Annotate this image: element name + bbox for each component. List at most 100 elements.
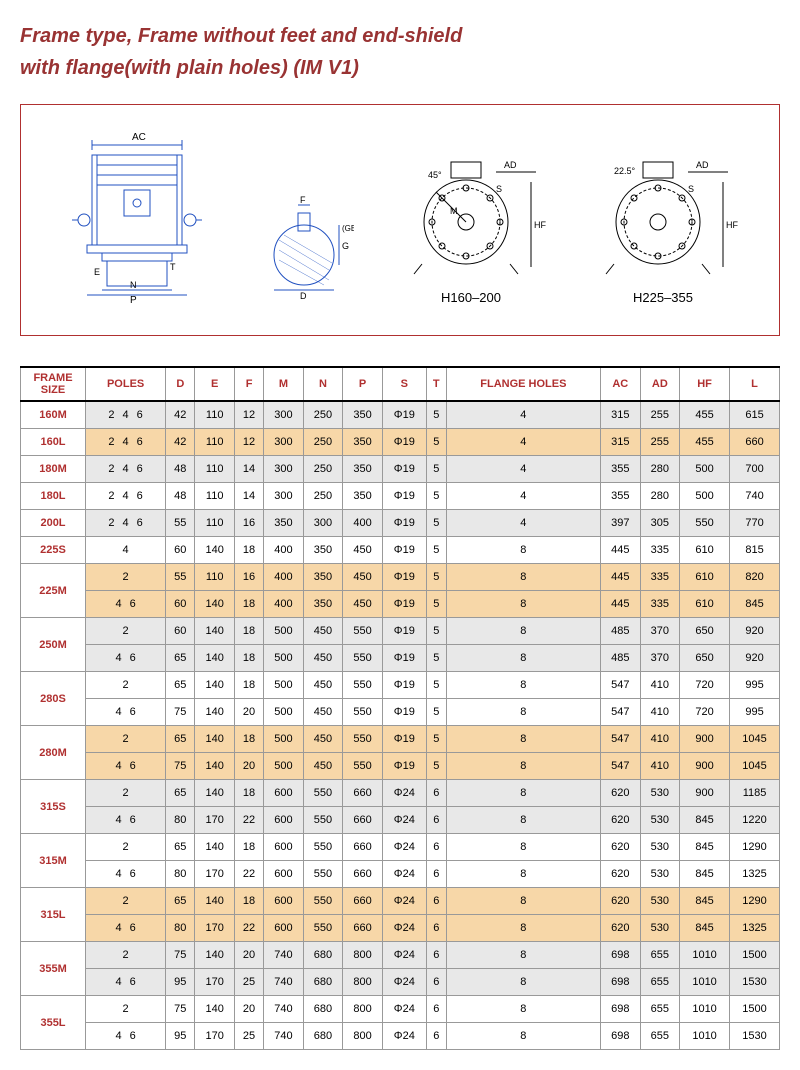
- data-cell: Φ24: [382, 807, 426, 834]
- data-cell: Φ19: [382, 401, 426, 429]
- data-cell: 25: [234, 969, 263, 996]
- data-cell: 315: [601, 401, 641, 429]
- data-cell: Φ19: [382, 753, 426, 780]
- data-cell: 550: [303, 861, 343, 888]
- data-cell: 18: [234, 618, 263, 645]
- data-cell: 140: [195, 726, 235, 753]
- frame-size-cell: 315S: [21, 780, 86, 834]
- data-cell: 8: [446, 618, 600, 645]
- frame-size-cell: 225M: [21, 564, 86, 618]
- data-cell: 610: [680, 537, 730, 564]
- data-cell: 46: [86, 753, 166, 780]
- data-cell: 410: [640, 753, 680, 780]
- data-cell: 250: [303, 401, 343, 429]
- table-row: 225M25511016400350450Φ1958445335610820: [21, 564, 780, 591]
- data-cell: 530: [640, 807, 680, 834]
- data-cell: 450: [343, 564, 383, 591]
- data-cell: 820: [730, 564, 780, 591]
- flange1-label: H160–200: [396, 290, 546, 305]
- col-header: T: [426, 367, 446, 401]
- data-cell: 5: [426, 429, 446, 456]
- data-cell: 845: [680, 888, 730, 915]
- data-cell: 680: [303, 996, 343, 1023]
- data-cell: 8: [446, 915, 600, 942]
- data-cell: 600: [264, 861, 304, 888]
- data-cell: 140: [195, 672, 235, 699]
- data-cell: 46: [86, 699, 166, 726]
- data-cell: 8: [446, 942, 600, 969]
- data-cell: 845: [680, 807, 730, 834]
- data-cell: 46: [86, 915, 166, 942]
- data-cell: 6: [426, 888, 446, 915]
- table-body: 160M2464211012300250350Φ1954315255455615…: [21, 401, 780, 1050]
- data-cell: 445: [601, 564, 641, 591]
- data-cell: 397: [601, 510, 641, 537]
- data-cell: Φ24: [382, 861, 426, 888]
- data-cell: 5: [426, 753, 446, 780]
- data-cell: 8: [446, 645, 600, 672]
- data-cell: 2: [86, 564, 166, 591]
- data-cell: 720: [680, 699, 730, 726]
- data-cell: 660: [343, 780, 383, 807]
- data-cell: Φ19: [382, 645, 426, 672]
- data-cell: 450: [343, 591, 383, 618]
- flange1-svg: 45° AD S M HF: [396, 152, 546, 282]
- data-cell: 620: [601, 915, 641, 942]
- data-cell: 46: [86, 1023, 166, 1050]
- col-header: S: [382, 367, 426, 401]
- title-line-2: with flange(with plain holes) (IM V1): [20, 57, 359, 79]
- frame-size-cell: 180M: [21, 456, 86, 483]
- frame-size-cell: 315M: [21, 834, 86, 888]
- data-cell: 400: [264, 591, 304, 618]
- data-cell: Φ19: [382, 591, 426, 618]
- data-cell: 400: [264, 537, 304, 564]
- data-cell: 410: [640, 726, 680, 753]
- data-cell: 14: [234, 456, 263, 483]
- svg-text:AC: AC: [132, 132, 146, 143]
- data-cell: 170: [195, 1023, 235, 1050]
- data-cell: 4: [446, 401, 600, 429]
- data-cell: 698: [601, 969, 641, 996]
- data-cell: 620: [601, 861, 641, 888]
- data-cell: Φ19: [382, 483, 426, 510]
- data-cell: 18: [234, 591, 263, 618]
- data-cell: 740: [264, 1023, 304, 1050]
- svg-text:N: N: [130, 280, 137, 290]
- data-cell: 4: [86, 537, 166, 564]
- data-cell: Φ24: [382, 888, 426, 915]
- frame-size-cell: 355M: [21, 942, 86, 996]
- data-cell: 680: [303, 1023, 343, 1050]
- data-cell: 46: [86, 861, 166, 888]
- data-cell: 65: [166, 672, 195, 699]
- data-cell: 255: [640, 401, 680, 429]
- data-cell: 1045: [730, 753, 780, 780]
- data-cell: 55: [166, 564, 195, 591]
- data-cell: 110: [195, 564, 235, 591]
- data-cell: 8: [446, 699, 600, 726]
- table-row: 466014018400350450Φ1958445335610845: [21, 591, 780, 618]
- data-cell: 500: [264, 726, 304, 753]
- data-cell: 400: [343, 510, 383, 537]
- data-cell: 46: [86, 807, 166, 834]
- data-cell: 2: [86, 726, 166, 753]
- data-cell: Φ24: [382, 834, 426, 861]
- data-cell: 900: [680, 780, 730, 807]
- data-cell: 920: [730, 618, 780, 645]
- data-cell: 1010: [680, 969, 730, 996]
- data-cell: 655: [640, 996, 680, 1023]
- data-cell: 350: [303, 564, 343, 591]
- data-cell: 530: [640, 780, 680, 807]
- data-cell: Φ19: [382, 564, 426, 591]
- data-cell: 350: [343, 401, 383, 429]
- data-cell: 280: [640, 456, 680, 483]
- data-cell: 740: [264, 996, 304, 1023]
- data-cell: 22: [234, 807, 263, 834]
- data-cell: 6: [426, 861, 446, 888]
- data-cell: Φ19: [382, 699, 426, 726]
- data-cell: 65: [166, 726, 195, 753]
- data-cell: 95: [166, 969, 195, 996]
- diagram-motor-side: AC E T P N: [62, 125, 212, 305]
- data-cell: 20: [234, 753, 263, 780]
- data-cell: 48: [166, 456, 195, 483]
- data-cell: 5: [426, 564, 446, 591]
